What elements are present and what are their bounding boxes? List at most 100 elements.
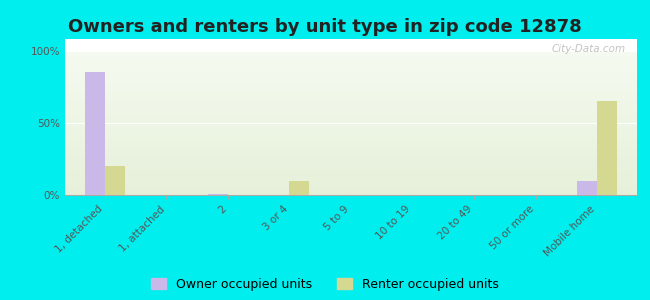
Bar	[65, 94, 637, 95]
Bar	[65, 172, 637, 173]
Bar	[65, 97, 637, 98]
Bar	[65, 66, 637, 68]
Bar	[65, 92, 637, 94]
Legend: Owner occupied units, Renter occupied units: Owner occupied units, Renter occupied un…	[151, 278, 499, 291]
Bar	[65, 163, 637, 165]
Bar	[65, 133, 637, 134]
Bar	[65, 71, 637, 72]
Bar	[65, 101, 637, 103]
Bar	[65, 65, 637, 66]
Bar	[65, 131, 637, 133]
Bar	[65, 137, 637, 139]
Bar	[65, 72, 637, 74]
Bar	[65, 80, 637, 81]
Bar	[65, 130, 637, 131]
Bar	[65, 186, 637, 188]
Bar	[65, 168, 637, 169]
Bar	[65, 166, 637, 168]
Bar	[65, 116, 637, 117]
Bar	[65, 188, 637, 189]
Bar	[65, 82, 637, 84]
Bar	[65, 87, 637, 88]
Bar	[65, 129, 637, 130]
Bar	[65, 107, 637, 108]
Bar	[65, 139, 637, 140]
Bar	[65, 150, 637, 152]
Bar	[65, 111, 637, 113]
Bar	[208, 194, 228, 195]
Bar	[65, 142, 637, 143]
Bar	[65, 56, 637, 58]
Bar	[65, 126, 637, 127]
Bar	[65, 68, 637, 69]
Bar	[65, 162, 637, 163]
Bar	[597, 101, 617, 195]
Bar	[65, 175, 637, 176]
Text: City-Data.com: City-Data.com	[551, 44, 625, 54]
Bar	[65, 185, 637, 186]
Bar	[65, 123, 637, 124]
Bar	[65, 74, 637, 75]
Bar	[65, 55, 637, 56]
Bar	[65, 149, 637, 150]
Bar	[65, 192, 637, 194]
Bar	[65, 182, 637, 183]
Bar	[65, 146, 637, 147]
Bar	[65, 134, 637, 136]
Bar	[65, 179, 637, 181]
Bar	[65, 173, 637, 175]
Bar	[65, 91, 637, 92]
Bar	[65, 176, 637, 178]
Bar	[65, 53, 637, 55]
Bar	[577, 181, 597, 195]
Bar	[85, 72, 105, 195]
Bar	[289, 181, 309, 195]
Bar	[65, 95, 637, 97]
Bar	[65, 189, 637, 191]
Bar	[65, 110, 637, 111]
Bar	[65, 136, 637, 137]
Bar	[65, 191, 637, 192]
Bar	[65, 81, 637, 82]
Bar	[65, 76, 637, 78]
Bar	[65, 144, 637, 146]
Bar	[65, 127, 637, 129]
Bar	[65, 108, 637, 110]
Bar	[65, 159, 637, 160]
Bar	[65, 88, 637, 90]
Bar	[65, 90, 637, 91]
Bar	[65, 78, 637, 80]
Bar	[65, 165, 637, 166]
Bar	[65, 84, 637, 85]
Bar	[65, 62, 637, 64]
Bar	[65, 75, 637, 76]
Bar	[65, 85, 637, 87]
Bar	[65, 183, 637, 185]
Bar	[65, 154, 637, 156]
Bar	[65, 105, 637, 107]
Bar	[65, 114, 637, 116]
Bar	[65, 124, 637, 126]
Bar	[65, 156, 637, 158]
Bar	[105, 166, 125, 195]
Bar	[65, 147, 637, 149]
Bar	[65, 194, 637, 195]
Bar	[65, 64, 637, 65]
Bar	[65, 143, 637, 144]
Bar	[65, 117, 637, 118]
Bar	[65, 170, 637, 172]
Bar	[65, 169, 637, 170]
Bar	[65, 181, 637, 182]
Bar	[65, 61, 637, 62]
Text: Owners and renters by unit type in zip code 12878: Owners and renters by unit type in zip c…	[68, 18, 582, 36]
Bar	[65, 103, 637, 104]
Bar	[65, 121, 637, 123]
Bar	[65, 158, 637, 159]
Bar	[65, 140, 637, 142]
Bar	[65, 153, 637, 154]
Bar	[65, 152, 637, 153]
Bar	[65, 104, 637, 105]
Bar	[65, 100, 637, 101]
Bar	[65, 51, 637, 52]
Bar	[65, 118, 637, 120]
